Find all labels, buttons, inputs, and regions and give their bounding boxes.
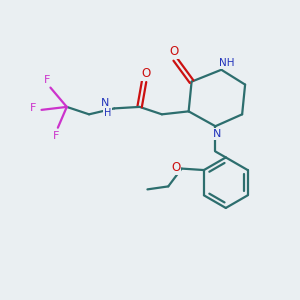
Text: F: F (44, 75, 51, 85)
Text: O: O (169, 45, 178, 58)
Text: N: N (100, 98, 109, 108)
Text: H: H (104, 108, 112, 118)
Text: F: F (53, 131, 60, 141)
Text: O: O (141, 67, 150, 80)
Text: F: F (29, 103, 36, 113)
Text: N: N (213, 129, 221, 139)
Text: O: O (171, 160, 180, 174)
Text: NH: NH (219, 58, 234, 68)
